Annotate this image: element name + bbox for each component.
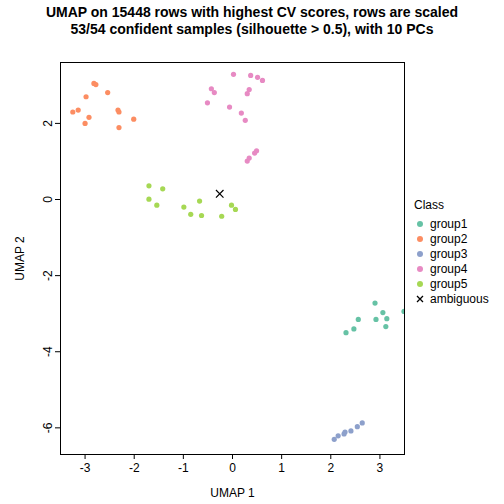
svg-text:1: 1 [278, 461, 285, 475]
html-text:group3: group3 [430, 246, 468, 261]
html-text:UMAP on 15448 rows with highes: UMAP on 15448 rows with highest CV score… [45, 4, 459, 20]
svg-text:3: 3 [377, 461, 384, 475]
svg-text:0: 0 [229, 461, 236, 475]
svg-text:-2: -2 [129, 461, 140, 475]
svg-text:-1: -1 [178, 461, 189, 475]
html-text:group5: group5 [430, 276, 468, 291]
html-text:Class: Class [414, 198, 444, 212]
svg-text:0: 0 [41, 196, 55, 203]
html-text:group4: group4 [430, 261, 468, 276]
html-text:ambiguous: ambiguous [430, 291, 489, 306]
svg-text:-3: -3 [80, 461, 91, 475]
html-text:group2: group2 [430, 231, 468, 246]
svg-text:2: 2 [41, 120, 55, 127]
svg-text:UMAP 1: UMAP 1 [210, 486, 255, 500]
html-text:53/54 confident samples (silho: 53/54 confident samples (silhouette > 0.… [70, 21, 434, 37]
svg-text:-2: -2 [41, 270, 55, 281]
html-text:group1: group1 [430, 216, 468, 231]
svg-text:2: 2 [327, 461, 334, 475]
svg-text:UMAP 2: UMAP 2 [13, 236, 27, 281]
svg-text:-4: -4 [41, 346, 55, 357]
svg-text:-6: -6 [41, 422, 55, 433]
